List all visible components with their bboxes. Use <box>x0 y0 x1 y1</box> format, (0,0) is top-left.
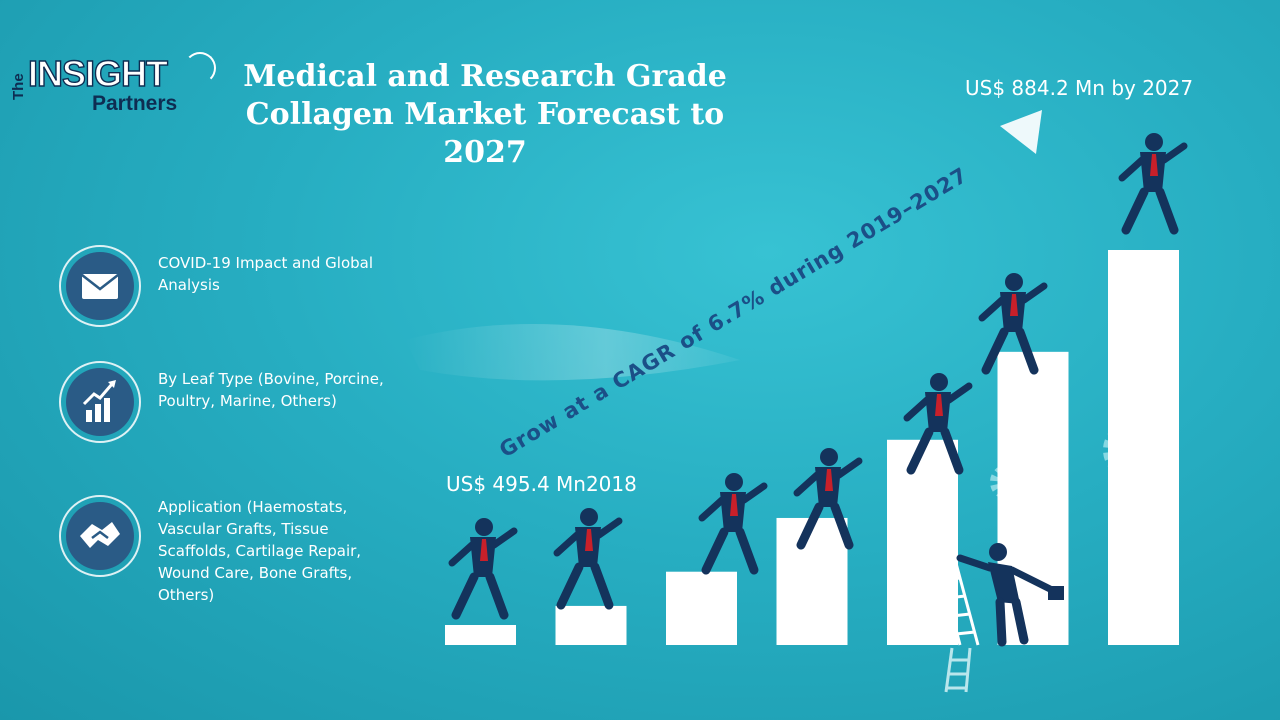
arrow-head-icon <box>1000 110 1042 154</box>
page-title: Medical and Research Grade Collagen Mark… <box>200 58 770 172</box>
person-figure-4 <box>793 448 863 550</box>
segment-covid-text: COVID-19 Impact and Global Analysis <box>158 254 374 294</box>
logo-insight-text: INSIGHT <box>27 53 168 94</box>
growth-chart-icon <box>59 361 141 443</box>
company-logo: INSIGHT The Partners <box>8 52 218 132</box>
cagr-label: Grow at a CAGR of 6.7% during 2019–2027 <box>495 163 972 463</box>
bar-2 <box>555 605 627 645</box>
people-figures-decoration <box>448 133 1188 647</box>
person-figure-3 <box>698 473 768 575</box>
start-value-label: US$ 495.4 Mn2018 <box>446 472 637 496</box>
title-line-2: Collagen Market Forecast to 2027 <box>245 97 725 170</box>
bar-3 <box>666 571 737 645</box>
end-value-label: US$ 884.2 Mn by 2027 <box>965 76 1193 100</box>
bar-4 <box>776 517 848 645</box>
bars-group <box>445 250 1179 645</box>
segment-application-text: Application (Haemostats, Vascular Grafts… <box>158 498 362 604</box>
segment-application: Application (Haemostats, Vascular Grafts… <box>0 486 400 604</box>
ladder-decoration <box>928 525 980 646</box>
bar-1 <box>445 625 516 645</box>
swoosh-decoration <box>405 324 740 381</box>
segment-covid: COVID-19 Impact and Global Analysis <box>0 238 400 348</box>
person-figure-5 <box>903 373 973 475</box>
person-figure-ground <box>956 543 1064 647</box>
person-figure-2 <box>553 508 623 610</box>
person-figure-6 <box>978 273 1048 375</box>
segment-leaf-type: By Leaf Type (Bovine, Porcine, Poultry, … <box>0 354 400 464</box>
ladder-bottom-decoration <box>944 647 972 693</box>
envelope-icon <box>59 245 141 327</box>
person-figure-1 <box>448 518 518 620</box>
person-figure-7 <box>1118 133 1188 235</box>
bar-7 <box>1108 250 1179 645</box>
logo-arc-icon <box>184 52 216 84</box>
logo-partners-text: Partners <box>92 92 178 115</box>
segment-leaf-type-text: By Leaf Type (Bovine, Porcine, Poultry, … <box>158 370 384 410</box>
title-line-1: Medical and Research Grade <box>243 59 727 94</box>
handshake-icon <box>59 495 141 577</box>
